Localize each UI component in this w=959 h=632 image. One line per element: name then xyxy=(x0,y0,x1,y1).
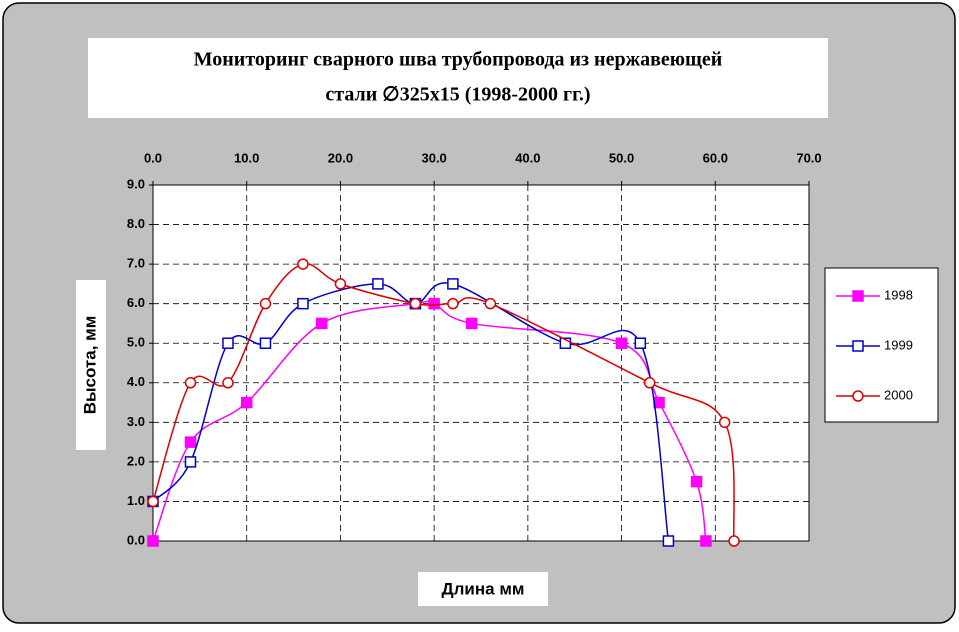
y-tick-label: 1.0 xyxy=(127,493,145,508)
data-point xyxy=(690,475,703,488)
legend-marker xyxy=(852,340,864,352)
title-box xyxy=(88,38,828,118)
legend xyxy=(824,267,939,423)
data-point xyxy=(372,278,384,290)
data-point xyxy=(297,258,309,270)
data-point xyxy=(662,535,675,547)
y-tick-label: 8.0 xyxy=(127,216,145,231)
data-point xyxy=(643,377,656,389)
plot-area xyxy=(153,185,809,541)
chart-title: Мониторинг сварного шва трубопровода из … xyxy=(194,49,723,71)
x-tick-label: 40.0 xyxy=(515,150,540,165)
x-tick-label: 50.0 xyxy=(609,150,634,165)
series-line xyxy=(152,262,735,542)
y-label-box xyxy=(76,280,106,450)
data-point xyxy=(465,317,478,330)
data-point xyxy=(315,317,328,330)
data-point xyxy=(240,396,253,409)
data-point xyxy=(559,337,572,349)
data-point xyxy=(259,297,272,310)
y-tick-label: 7.0 xyxy=(127,256,145,271)
chart-title: стали ∅325x15 (1998-2000 гг.) xyxy=(325,84,590,106)
legend-label: 1999 xyxy=(884,337,913,352)
data-point xyxy=(447,297,459,310)
y-tick-label: 9.0 xyxy=(127,176,145,191)
x-tick-label: 30.0 xyxy=(421,150,446,165)
data-point xyxy=(634,337,647,349)
legend-marker xyxy=(852,290,864,302)
y-tick-label: 3.0 xyxy=(127,414,145,429)
data-point xyxy=(700,535,712,547)
data-point xyxy=(184,377,197,389)
legend-label: 2000 xyxy=(884,387,913,402)
data-point xyxy=(184,456,197,468)
data-point xyxy=(409,297,422,310)
legend-marker xyxy=(852,390,864,402)
data-point xyxy=(447,278,459,290)
data-point xyxy=(147,495,159,508)
data-point xyxy=(718,416,731,429)
legend-label: 1998 xyxy=(884,287,913,302)
x-axis-label: Длина мм xyxy=(442,579,525,598)
x-tick-label: 60.0 xyxy=(703,150,728,165)
data-point xyxy=(615,337,628,349)
data-point xyxy=(147,535,159,547)
data-point xyxy=(222,377,234,389)
data-point xyxy=(428,297,440,310)
x-tick-label: 20.0 xyxy=(328,150,353,165)
y-tick-label: 0.0 xyxy=(127,532,145,547)
x-label-box xyxy=(418,572,548,606)
y-axis-label: Высота, мм xyxy=(80,316,99,415)
data-point xyxy=(259,337,272,349)
data-point xyxy=(297,297,309,310)
data-point xyxy=(728,535,740,547)
data-point xyxy=(222,337,234,349)
y-tick-label: 4.0 xyxy=(127,374,145,389)
y-tick-label: 6.0 xyxy=(127,295,145,310)
y-tick-label: 2.0 xyxy=(127,453,145,468)
series-line xyxy=(152,282,670,542)
plot-border xyxy=(152,184,810,542)
x-tick-label: 70.0 xyxy=(796,150,821,165)
data-point xyxy=(334,278,347,290)
x-tick-label: 10.0 xyxy=(234,150,259,165)
data-point xyxy=(484,297,497,310)
y-tick-label: 5.0 xyxy=(127,335,145,350)
data-point xyxy=(184,436,197,448)
x-tick-label: 0.0 xyxy=(144,150,162,165)
data-point xyxy=(653,396,665,409)
